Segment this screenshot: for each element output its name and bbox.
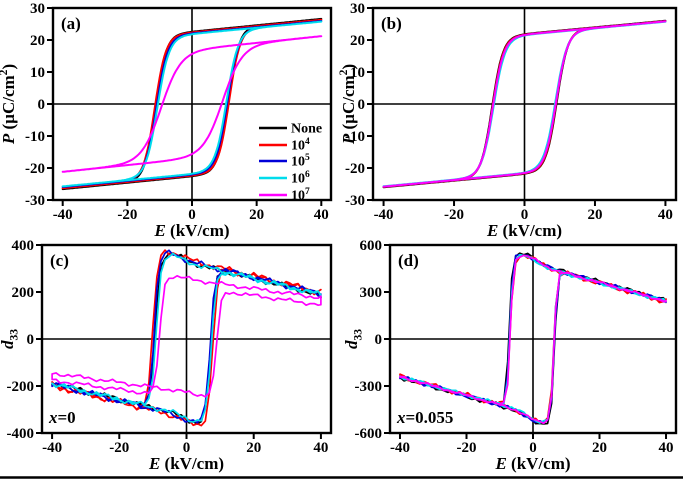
x-axis-label: E (kV/cm) bbox=[486, 221, 562, 240]
x-tick-label: 20 bbox=[592, 440, 607, 456]
legend-label-none: None bbox=[291, 122, 322, 137]
series-1e7 bbox=[61, 35, 323, 173]
x-tick-label: -40 bbox=[53, 207, 73, 223]
panel-d: -40 -20 0 20 40 600 300 0 -300 -600 E (kV/cm) d33 (d… bbox=[342, 238, 678, 473]
y-axis-label: d33 bbox=[0, 329, 20, 349]
x-tick-label: 20 bbox=[246, 440, 261, 456]
y-tick-label: -200 bbox=[7, 379, 35, 395]
y-tick-label: 30 bbox=[30, 1, 45, 17]
y-tick-label: -30 bbox=[25, 193, 45, 209]
x-tick-label: -40 bbox=[42, 440, 62, 456]
series-1e7 bbox=[399, 254, 667, 425]
x-tick-label: 0 bbox=[188, 207, 196, 223]
curves-layer bbox=[399, 252, 667, 425]
composition-annotation: x=0 bbox=[48, 408, 76, 427]
x-tick-label: 0 bbox=[529, 440, 537, 456]
y-tick-label: -400 bbox=[7, 426, 35, 442]
y-axis-label: P (µC/cm2) bbox=[0, 64, 18, 145]
y-tick-label: -10 bbox=[345, 129, 365, 145]
y-tick-label: 20 bbox=[30, 33, 45, 49]
x-tick-label: 40 bbox=[313, 440, 328, 456]
x-tick-label: -20 bbox=[456, 440, 476, 456]
panel-tag: (d) bbox=[398, 251, 419, 270]
series-1e7 bbox=[51, 274, 322, 398]
legend-label-1e6: 106 bbox=[291, 170, 310, 187]
y-tick-label: 10 bbox=[350, 65, 365, 81]
panel-b: -40 -20 0 20 40 30 20 10 0 -10 -20 -30 E (kV/cm) P (µ… bbox=[337, 1, 678, 240]
x-tick-label: 20 bbox=[249, 207, 264, 223]
legend-label-1e4: 104 bbox=[291, 137, 310, 154]
curves-layer bbox=[61, 17, 323, 191]
x-tick-label: -40 bbox=[374, 207, 394, 223]
x-tick-label: 40 bbox=[658, 207, 673, 223]
y-axis-label: P (µC/cm2) bbox=[337, 64, 358, 145]
y-tick-label: 400 bbox=[12, 238, 35, 254]
x-tick-label: -40 bbox=[390, 440, 410, 456]
x-tick-label: 40 bbox=[659, 440, 674, 456]
legend-label-1e7: 107 bbox=[291, 187, 310, 204]
series-1e4 bbox=[51, 249, 322, 427]
panel-tag: (a) bbox=[61, 14, 81, 33]
y-tick-label: 0 bbox=[375, 332, 383, 348]
x-axis-label: E (kV/cm) bbox=[153, 221, 229, 240]
x-axis-label: E (kV/cm) bbox=[494, 454, 570, 473]
y-tick-label: -600 bbox=[355, 426, 383, 442]
panel-a: -40 -20 0 20 40 30 20 10 0 -10 -20 -30 E (kV/cm) P (µ… bbox=[0, 1, 333, 240]
curves-layer bbox=[51, 249, 322, 427]
panel-tag: (c) bbox=[50, 251, 69, 270]
x-tick-label: -20 bbox=[109, 440, 129, 456]
x-tick-label: 40 bbox=[314, 207, 329, 223]
x-tick-label: 0 bbox=[521, 207, 529, 223]
series-1e4 bbox=[61, 18, 323, 190]
x-tick-label: 0 bbox=[183, 440, 191, 456]
y-tick-label: 0 bbox=[358, 97, 366, 113]
y-tick-label: 300 bbox=[360, 285, 383, 301]
y-tick-label: -20 bbox=[345, 161, 365, 177]
y-tick-label: -10 bbox=[25, 129, 45, 145]
y-tick-label: 200 bbox=[12, 285, 35, 301]
panel-tag: (b) bbox=[381, 14, 402, 33]
x-tick-label: 20 bbox=[587, 207, 602, 223]
y-tick-label: 10 bbox=[30, 65, 45, 81]
series-1e7 bbox=[382, 20, 667, 188]
legend-label-1e5: 105 bbox=[291, 153, 310, 170]
x-tick-label: -20 bbox=[444, 207, 464, 223]
y-tick-label: 20 bbox=[350, 33, 365, 49]
y-tick-label: 600 bbox=[360, 238, 383, 254]
y-tick-label: 0 bbox=[38, 97, 46, 113]
y-tick-label: -300 bbox=[355, 379, 383, 395]
y-tick-label: 0 bbox=[27, 332, 35, 348]
composition-annotation: x=0.055 bbox=[396, 408, 453, 427]
y-tick-label: -30 bbox=[345, 193, 365, 209]
series-1e6 bbox=[61, 20, 323, 188]
y-tick-label: 30 bbox=[350, 1, 365, 17]
curves-layer bbox=[382, 19, 667, 189]
x-axis-label: E (kV/cm) bbox=[148, 454, 224, 473]
y-tick-label: -20 bbox=[25, 161, 45, 177]
x-tick-label: -20 bbox=[117, 207, 137, 223]
y-axis-label: d33 bbox=[342, 329, 364, 349]
